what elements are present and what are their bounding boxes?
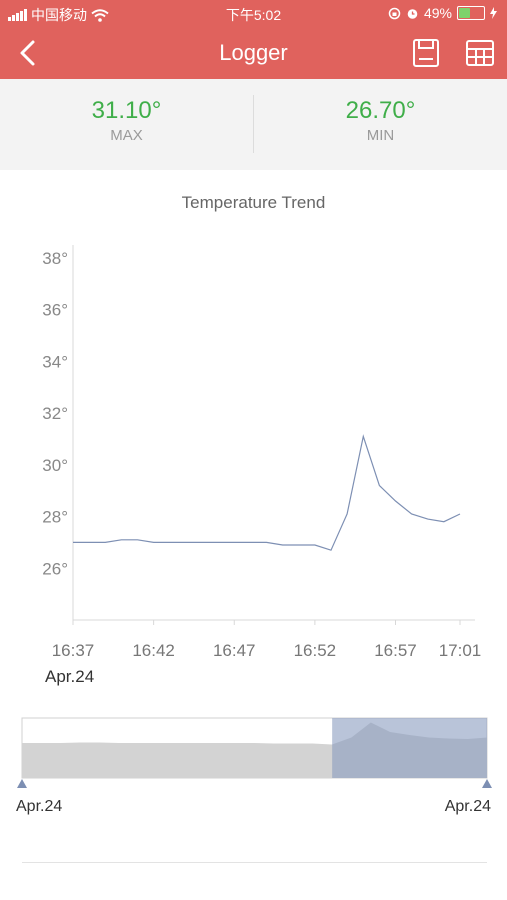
- battery-percent: 49%: [423, 5, 452, 21]
- min-label: MIN: [366, 127, 395, 144]
- range-end-label: Apr.24: [445, 798, 491, 815]
- bottom-divider: [22, 862, 487, 863]
- y-tick-label: 36°: [42, 301, 68, 320]
- alarm-icon: [407, 8, 418, 19]
- x-tick-label: 16:47: [213, 641, 256, 660]
- temperature-chart: 38° 36° 34° 32° 30° 28° 26° 16:37 16:42 16:47 16:…: [42, 245, 482, 686]
- min-stat: 26.70° MIN: [254, 97, 507, 144]
- back-arrow-icon[interactable]: [16, 39, 40, 67]
- series-line: [73, 434, 461, 551]
- battery-icon: [457, 6, 485, 20]
- x-tick-label: 16:37: [52, 641, 95, 660]
- clock: 下午5:02: [225, 7, 282, 23]
- y-tick-label: 34°: [42, 352, 68, 371]
- save-icon[interactable]: [412, 38, 440, 68]
- stats-panel: 31.10° MAX 26.70° MIN: [0, 79, 507, 170]
- status-bar: 中国移动 下午5:02 49%: [0, 0, 507, 27]
- range-selector[interactable]: Apr.24 Apr.24: [0, 712, 507, 822]
- y-tick-label: 30°: [42, 456, 68, 475]
- y-tick-label: 26°: [42, 559, 68, 578]
- x-tick-label: 16:42: [132, 641, 175, 660]
- nav-bar: Logger: [0, 27, 507, 79]
- orientation-lock-icon: [388, 7, 401, 19]
- max-label: MAX: [110, 127, 143, 144]
- range-selection-window[interactable]: [332, 718, 487, 778]
- max-stat: 31.10° MAX: [0, 97, 253, 144]
- signal-icon: [8, 9, 27, 21]
- y-tick-label: 38°: [42, 249, 68, 268]
- charging-icon: [490, 7, 497, 19]
- x-tick-label: 17:01: [439, 641, 482, 660]
- range-start-label: Apr.24: [16, 798, 62, 815]
- x-tick-label: 16:52: [294, 641, 337, 660]
- x-tick-label: 16:57: [374, 641, 417, 660]
- chart-title: Temperature Trend: [181, 193, 326, 212]
- carrier-label: 中国移动: [31, 7, 87, 23]
- max-value: 31.10°: [91, 97, 162, 124]
- stats-divider: [253, 95, 254, 153]
- y-tick-label: 28°: [42, 508, 68, 527]
- y-tick-label: 32°: [42, 404, 68, 423]
- table-icon[interactable]: [465, 38, 495, 68]
- x-date-label: Apr.24: [45, 667, 94, 686]
- min-value: 26.70°: [345, 97, 416, 124]
- wifi-icon: [91, 8, 109, 22]
- page-title: Logger: [219, 40, 288, 65]
- range-handle-right[interactable]: [482, 779, 492, 788]
- range-handle-left[interactable]: [17, 779, 27, 788]
